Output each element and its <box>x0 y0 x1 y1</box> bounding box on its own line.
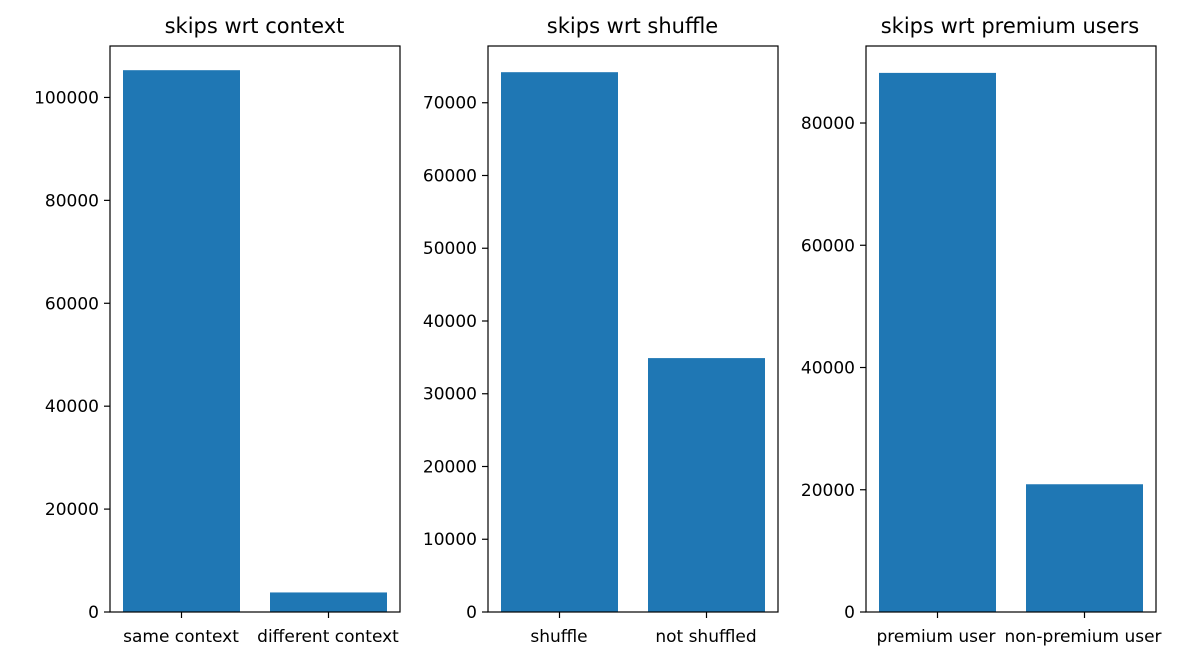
axes-frame <box>487 45 779 613</box>
y-tick-label: 0 <box>466 603 477 623</box>
y-tick-label: 20000 <box>45 500 99 520</box>
y-tick-label: 40000 <box>45 397 99 417</box>
y-tick-label: 0 <box>844 603 855 623</box>
x-tick-label: same context <box>123 627 239 647</box>
x-tick-label: premium user <box>877 627 996 647</box>
bar-1 <box>879 72 996 612</box>
bar-2 <box>648 358 765 612</box>
y-tick-label: 80000 <box>45 191 99 211</box>
x-tick-label: not shuffled <box>655 627 756 647</box>
y-tick-label: 20000 <box>801 481 855 501</box>
y-tick-label: 60000 <box>45 294 99 314</box>
subplot-title: skips wrt shuffle <box>547 14 718 38</box>
x-tick-label: shuffle <box>530 627 587 647</box>
y-tick-label: 40000 <box>423 312 477 332</box>
y-tick-label: 10000 <box>423 530 477 550</box>
axes-frame <box>865 45 1157 613</box>
y-tick-label: 80000 <box>801 114 855 134</box>
axes-frame <box>109 45 401 613</box>
bar-2 <box>270 592 387 612</box>
subplot-context: skips wrt context same context different… <box>34 14 401 647</box>
x-tick-label: different context <box>257 627 399 647</box>
bar-2 <box>1026 484 1143 612</box>
subplot-premium: skips wrt premium users premium user non… <box>801 14 1162 647</box>
y-tick-label: 100000 <box>34 88 99 108</box>
x-tick-label: non-premium user <box>1004 627 1161 647</box>
y-tick-label: 40000 <box>801 359 855 379</box>
y-tick-label: 30000 <box>423 385 477 405</box>
subplot-shuffle: skips wrt shuffle shuffle not shuffled 0… <box>423 14 779 647</box>
y-tick-label: 20000 <box>423 457 477 477</box>
y-tick-label: 60000 <box>801 236 855 256</box>
y-tick-label: 50000 <box>423 239 477 259</box>
bar-1 <box>501 72 618 612</box>
subplot-title: skips wrt context <box>165 14 345 38</box>
y-tick-label: 0 <box>88 603 99 623</box>
y-tick-label: 60000 <box>423 166 477 186</box>
y-tick-label: 70000 <box>423 94 477 114</box>
subplot-title: skips wrt premium users <box>881 14 1140 38</box>
bar-1 <box>123 70 240 612</box>
